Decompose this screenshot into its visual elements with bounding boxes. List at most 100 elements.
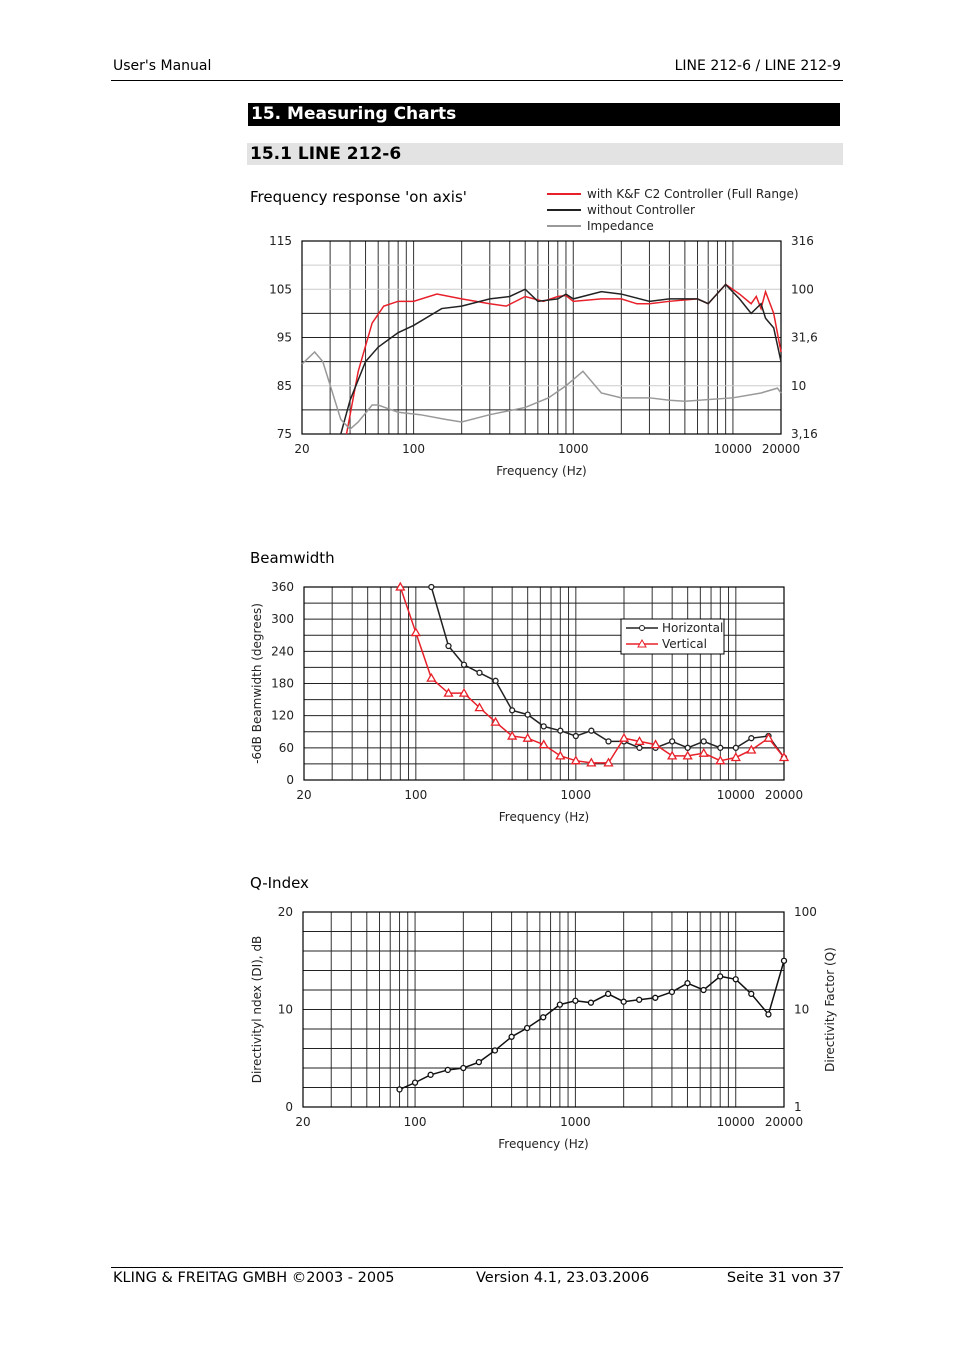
data-point	[586, 757, 597, 767]
data-point	[748, 990, 755, 998]
legend-marker	[637, 638, 647, 648]
x-tick-label: 10000	[717, 1115, 755, 1129]
data-point	[698, 747, 709, 757]
y-tick-label: 85	[277, 379, 292, 393]
y-tick-label: 60	[279, 741, 294, 755]
data-point	[460, 661, 468, 668]
data-point	[572, 997, 579, 1004]
y-axis-label: Directivityl ndex (DI), dB	[250, 936, 264, 1084]
data-point	[507, 730, 518, 740]
data-point	[636, 744, 643, 751]
legend-marker	[639, 625, 645, 631]
legend-box	[620, 618, 725, 655]
data-point	[732, 976, 739, 983]
data-point	[634, 736, 645, 746]
data-point	[588, 727, 595, 734]
data-point	[730, 752, 741, 762]
data-point	[668, 988, 676, 996]
data-point	[396, 1086, 403, 1093]
y-tick-label: 180	[271, 677, 294, 691]
data-point	[682, 750, 693, 760]
y-tick-label: 95	[277, 331, 292, 345]
data-point	[746, 744, 757, 754]
data-point	[763, 732, 774, 742]
data-point	[427, 1071, 434, 1078]
data-point	[620, 998, 627, 1005]
data-point	[778, 752, 790, 762]
data-point	[523, 1024, 531, 1032]
data-point	[700, 986, 707, 994]
x-tick-label: 10000	[714, 442, 752, 456]
x-tick-label: 10000	[717, 788, 755, 802]
data-point	[570, 755, 581, 765]
y-tick-label: 115	[269, 234, 292, 248]
y2-tick-label: 100	[791, 282, 814, 296]
data-point	[605, 738, 612, 745]
series-line-impedance	[301, 350, 782, 431]
data-point	[491, 1047, 499, 1054]
legend-label: with K&F C2 Controller (Full Range)	[587, 187, 799, 201]
data-point	[540, 723, 547, 730]
data-point	[444, 1066, 451, 1074]
legend-label: Impedance	[587, 219, 654, 233]
data-point	[474, 702, 485, 712]
x-tick-label: 20	[296, 788, 311, 802]
data-point	[636, 996, 643, 1003]
header-right: LINE 212-6 / LINE 212-9	[674, 58, 841, 74]
y2-axis-label: Directivity Factor (Q)	[823, 947, 837, 1072]
data-point	[508, 1033, 515, 1040]
header-left: User's Manual	[113, 58, 212, 74]
y2-tick-label: 1	[794, 1100, 802, 1114]
series-line-with-k-f-c2-controller-full-range-	[345, 283, 782, 435]
y2-tick-label: 31,6	[791, 331, 818, 345]
x-tick-label: 1000	[560, 1115, 591, 1129]
legend-label: Horizontal	[662, 621, 723, 635]
footer-company: KLING & FREITAG GMBH ©2003 - 2005	[113, 1270, 395, 1286]
data-point	[509, 707, 516, 714]
legend-label: Vertical	[662, 637, 707, 651]
plot-frame	[302, 911, 785, 1108]
x-tick-label: 20000	[765, 788, 803, 802]
y2-tick-label: 10	[791, 379, 806, 393]
data-point	[652, 994, 659, 1001]
data-point	[410, 627, 421, 637]
y2-tick-label: 316	[791, 234, 814, 248]
data-point	[557, 727, 564, 734]
data-point	[428, 583, 435, 591]
y-tick-label: 0	[286, 773, 294, 787]
legend-label: without Controller	[587, 203, 695, 217]
subsection-heading: 15.1 LINE 212-6	[247, 143, 843, 165]
y2-tick-label: 10	[794, 1003, 809, 1017]
series-line-without-controller	[340, 283, 782, 435]
data-point	[667, 750, 678, 760]
chart-title-beamwidth: Beamwidth	[250, 549, 335, 567]
header-rule	[111, 80, 843, 81]
data-point	[460, 1064, 467, 1072]
data-point	[717, 744, 724, 751]
x-tick-label: 100	[404, 788, 427, 802]
data-point	[587, 999, 595, 1006]
data-point	[700, 738, 707, 745]
y-tick-label: 300	[271, 612, 294, 626]
y2-tick-label: 3,16	[791, 427, 818, 441]
y-tick-label: 120	[271, 709, 294, 723]
x-axis-label: Frequency (Hz)	[499, 810, 590, 824]
data-point	[603, 757, 614, 767]
data-point	[458, 687, 470, 697]
data-point	[684, 980, 691, 987]
series-line-di	[399, 960, 785, 1091]
data-point	[669, 738, 676, 745]
x-tick-label: 20	[295, 1115, 310, 1129]
data-point	[411, 1079, 419, 1086]
section-heading: 15. Measuring Charts	[248, 103, 840, 126]
x-tick-label: 100	[404, 1115, 427, 1129]
x-tick-label: 20	[294, 442, 309, 456]
y-tick-label: 240	[271, 644, 294, 658]
y-tick-label: 10	[278, 1003, 293, 1017]
y-tick-label: 0	[285, 1100, 293, 1114]
y-axis-label: -6dB Beamwidth (degrees)	[250, 603, 264, 764]
data-point	[715, 755, 726, 765]
data-point	[443, 687, 454, 697]
